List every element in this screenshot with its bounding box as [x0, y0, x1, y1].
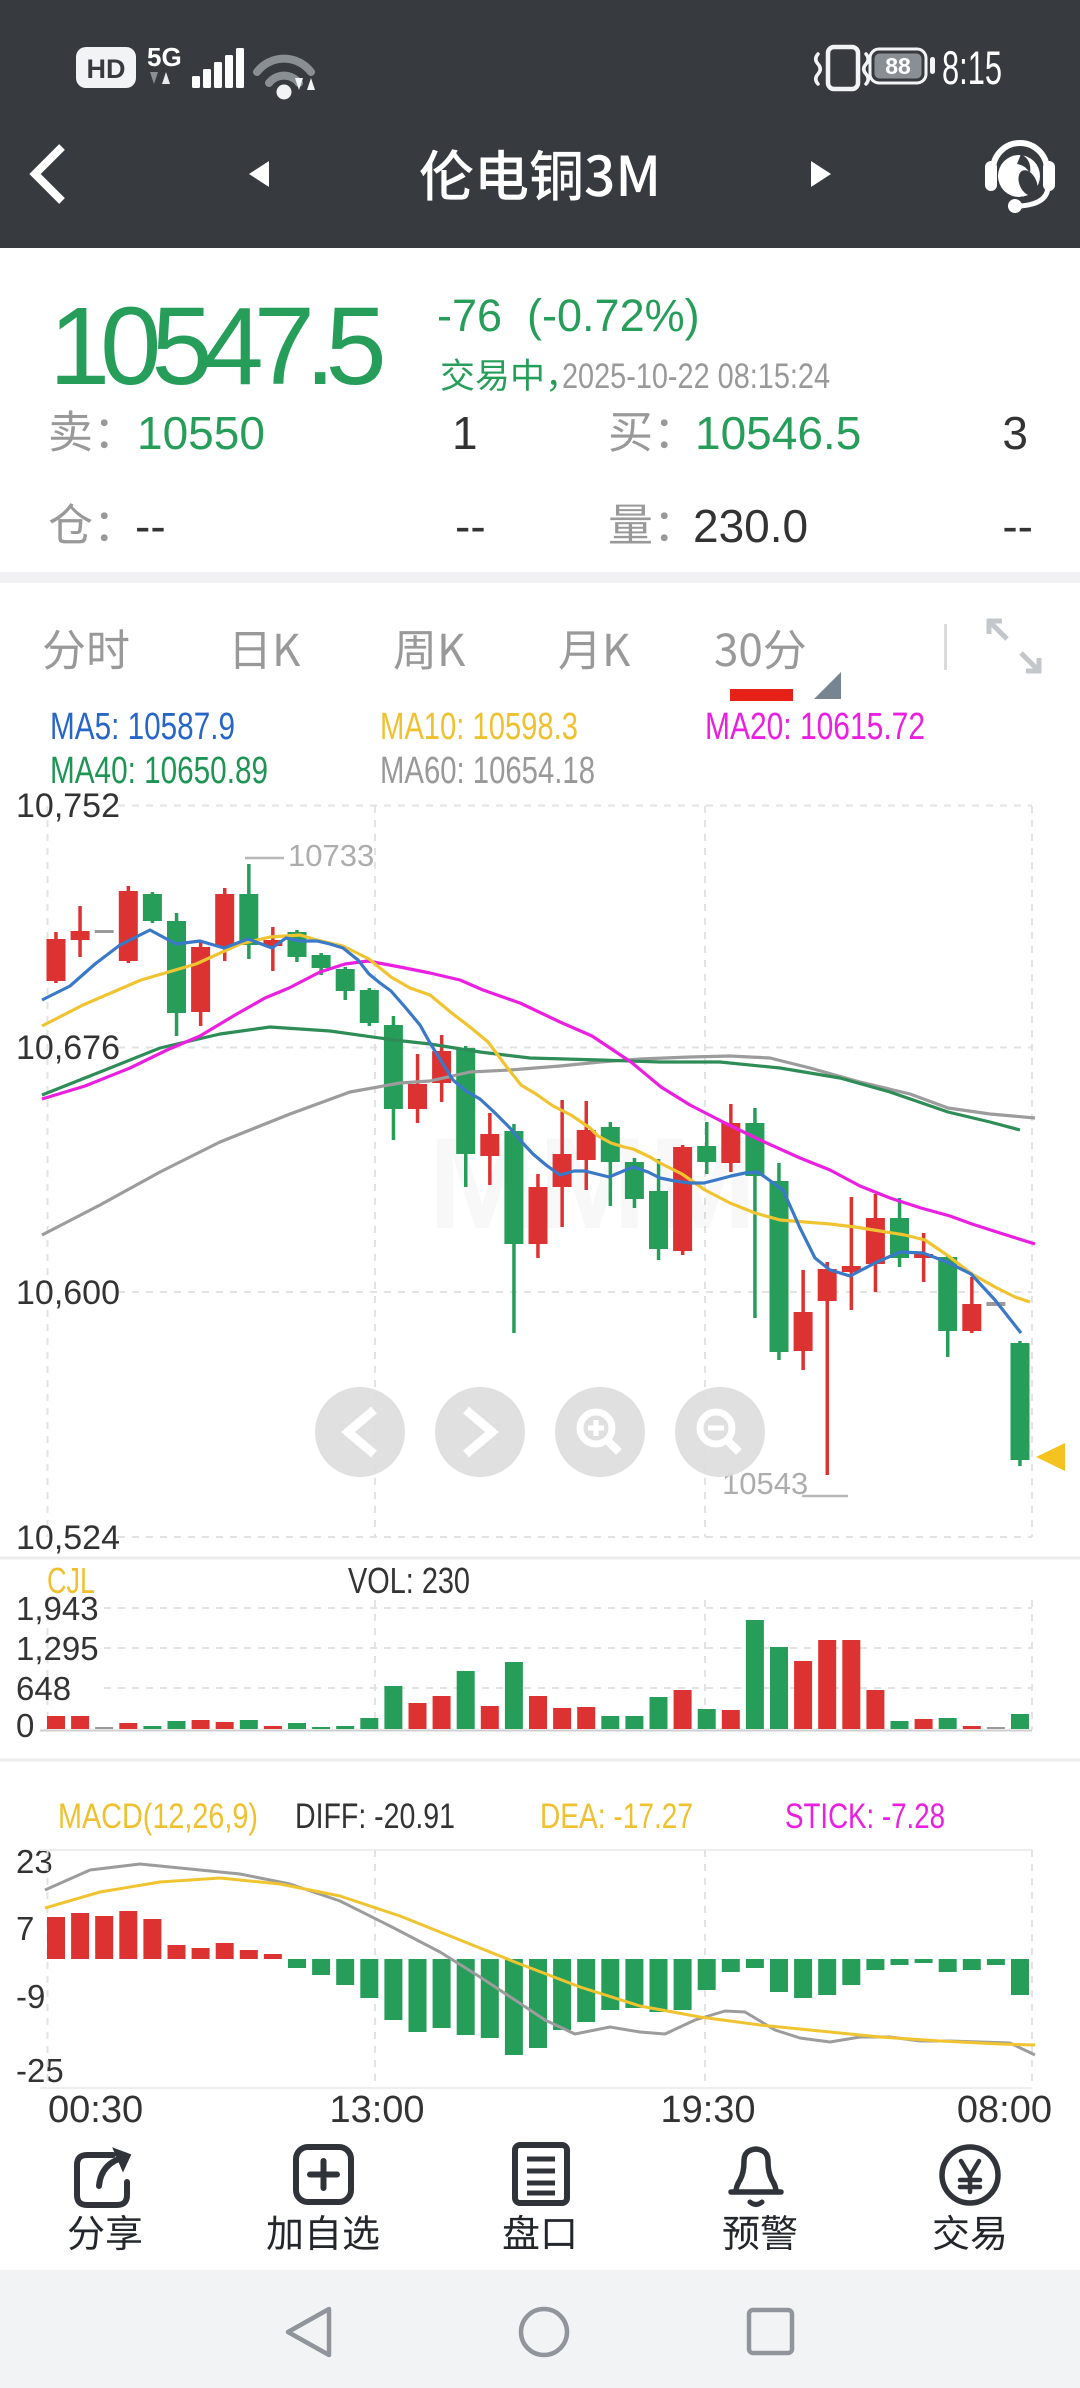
svg-text:8:15: 8:15 [942, 41, 1002, 94]
svg-text:88: 88 [885, 53, 911, 79]
svg-text:10,600: 10,600 [16, 1274, 120, 1312]
svg-text:MA20: 10615.72: MA20: 10615.72 [705, 706, 925, 748]
svg-text:19:30: 19:30 [660, 2089, 755, 2130]
svg-text:--: -- [135, 500, 166, 552]
svg-text:23: 23 [16, 1843, 53, 1880]
svg-text:-25: -25 [16, 2052, 64, 2089]
svg-text:-9: -9 [16, 1978, 45, 2015]
svg-text:10,676: 10,676 [16, 1029, 120, 1067]
svg-text:10,752: 10,752 [16, 787, 120, 825]
svg-text:--: -- [455, 500, 486, 552]
svg-text:10546.5: 10546.5 [695, 407, 861, 459]
svg-text:VOL: 230: VOL: 230 [348, 1560, 470, 1601]
svg-text:1,943: 1,943 [16, 1590, 99, 1627]
svg-text:10,524: 10,524 [16, 1519, 120, 1557]
svg-text:08:00: 08:00 [957, 2089, 1052, 2130]
svg-text:MA40: 10650.89: MA40: 10650.89 [50, 750, 268, 788]
svg-text:0: 0 [16, 1707, 34, 1744]
svg-text:1,295: 1,295 [16, 1630, 99, 1667]
svg-text:10733: 10733 [288, 838, 374, 873]
svg-text:13:00: 13:00 [329, 2089, 424, 2130]
svg-text:648: 648 [16, 1670, 71, 1707]
svg-text:00:30: 00:30 [48, 2089, 143, 2130]
svg-text:CJL: CJL [47, 1560, 95, 1601]
svg-text:MACD(12,26,9): MACD(12,26,9) [58, 1797, 258, 1836]
svg-text:10550: 10550 [137, 407, 265, 459]
svg-text:MA10: 10598.3: MA10: 10598.3 [380, 706, 578, 748]
svg-text:1: 1 [452, 407, 478, 459]
svg-text:STICK: -7.28: STICK: -7.28 [785, 1797, 945, 1836]
svg-text:DEA: -17.27: DEA: -17.27 [540, 1797, 693, 1836]
svg-text:DIFF: -20.91: DIFF: -20.91 [295, 1797, 455, 1836]
svg-text:7: 7 [16, 1910, 34, 1947]
svg-text:2025-10-22 08:15:24: 2025-10-22 08:15:24 [562, 357, 830, 396]
svg-text:--: -- [1002, 500, 1033, 552]
svg-text:MA5: 10587.9: MA5: 10587.9 [50, 706, 235, 748]
svg-text:3: 3 [1002, 407, 1028, 459]
svg-text:230.0: 230.0 [693, 500, 808, 552]
svg-text:5G: 5G [147, 42, 182, 72]
svg-text:MA60: 10654.18: MA60: 10654.18 [380, 750, 595, 788]
svg-text:HD: HD [87, 54, 126, 84]
